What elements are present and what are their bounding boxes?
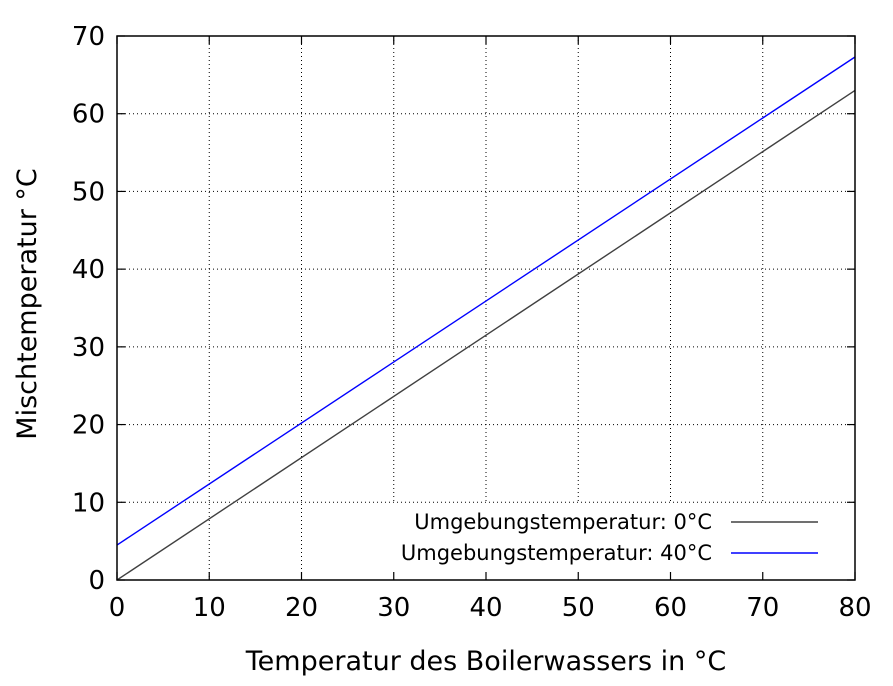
plot-frame <box>116 35 856 581</box>
legend-label-2: Umgebungstemperatur: 40°C <box>401 541 712 565</box>
x-tick-label: 80 <box>838 593 871 623</box>
y-tick-label: 10 <box>72 488 105 518</box>
grid <box>117 36 855 580</box>
legend-label-1: Umgebungstemperatur: 0°C <box>414 510 712 534</box>
x-tick-label: 0 <box>109 593 126 623</box>
y-tick-label: 60 <box>72 100 105 130</box>
series-line-1 <box>116 89 856 581</box>
x-tick-label: 20 <box>285 593 318 623</box>
y-tick-label: 20 <box>72 411 105 441</box>
x-tick-label: 60 <box>654 593 687 623</box>
axis-ticks: 0 10 20 30 40 50 60 70 80 0 10 20 30 40 50 60 70 <box>72 22 872 623</box>
x-tick-label: 40 <box>469 593 502 623</box>
x-tick-label: 10 <box>193 593 226 623</box>
x-tick-label: 30 <box>377 593 410 623</box>
x-axis-title: Temperatur des Boilerwassers in °C <box>245 646 726 677</box>
x-tick-label: 70 <box>746 593 779 623</box>
y-axis-title: Mischtemperatur °C <box>12 168 43 439</box>
y-tick-label: 30 <box>72 333 105 363</box>
x-tick-label: 50 <box>562 593 595 623</box>
y-tick-label: 70 <box>72 22 105 52</box>
y-tick-label: 40 <box>72 255 105 285</box>
legend: Umgebungstemperatur: 0°C Umgebungstempera… <box>401 510 818 565</box>
y-tick-label: 50 <box>72 177 105 207</box>
series-lines <box>116 56 856 581</box>
y-tick-label: 0 <box>88 566 105 596</box>
series-line-2 <box>116 56 856 546</box>
